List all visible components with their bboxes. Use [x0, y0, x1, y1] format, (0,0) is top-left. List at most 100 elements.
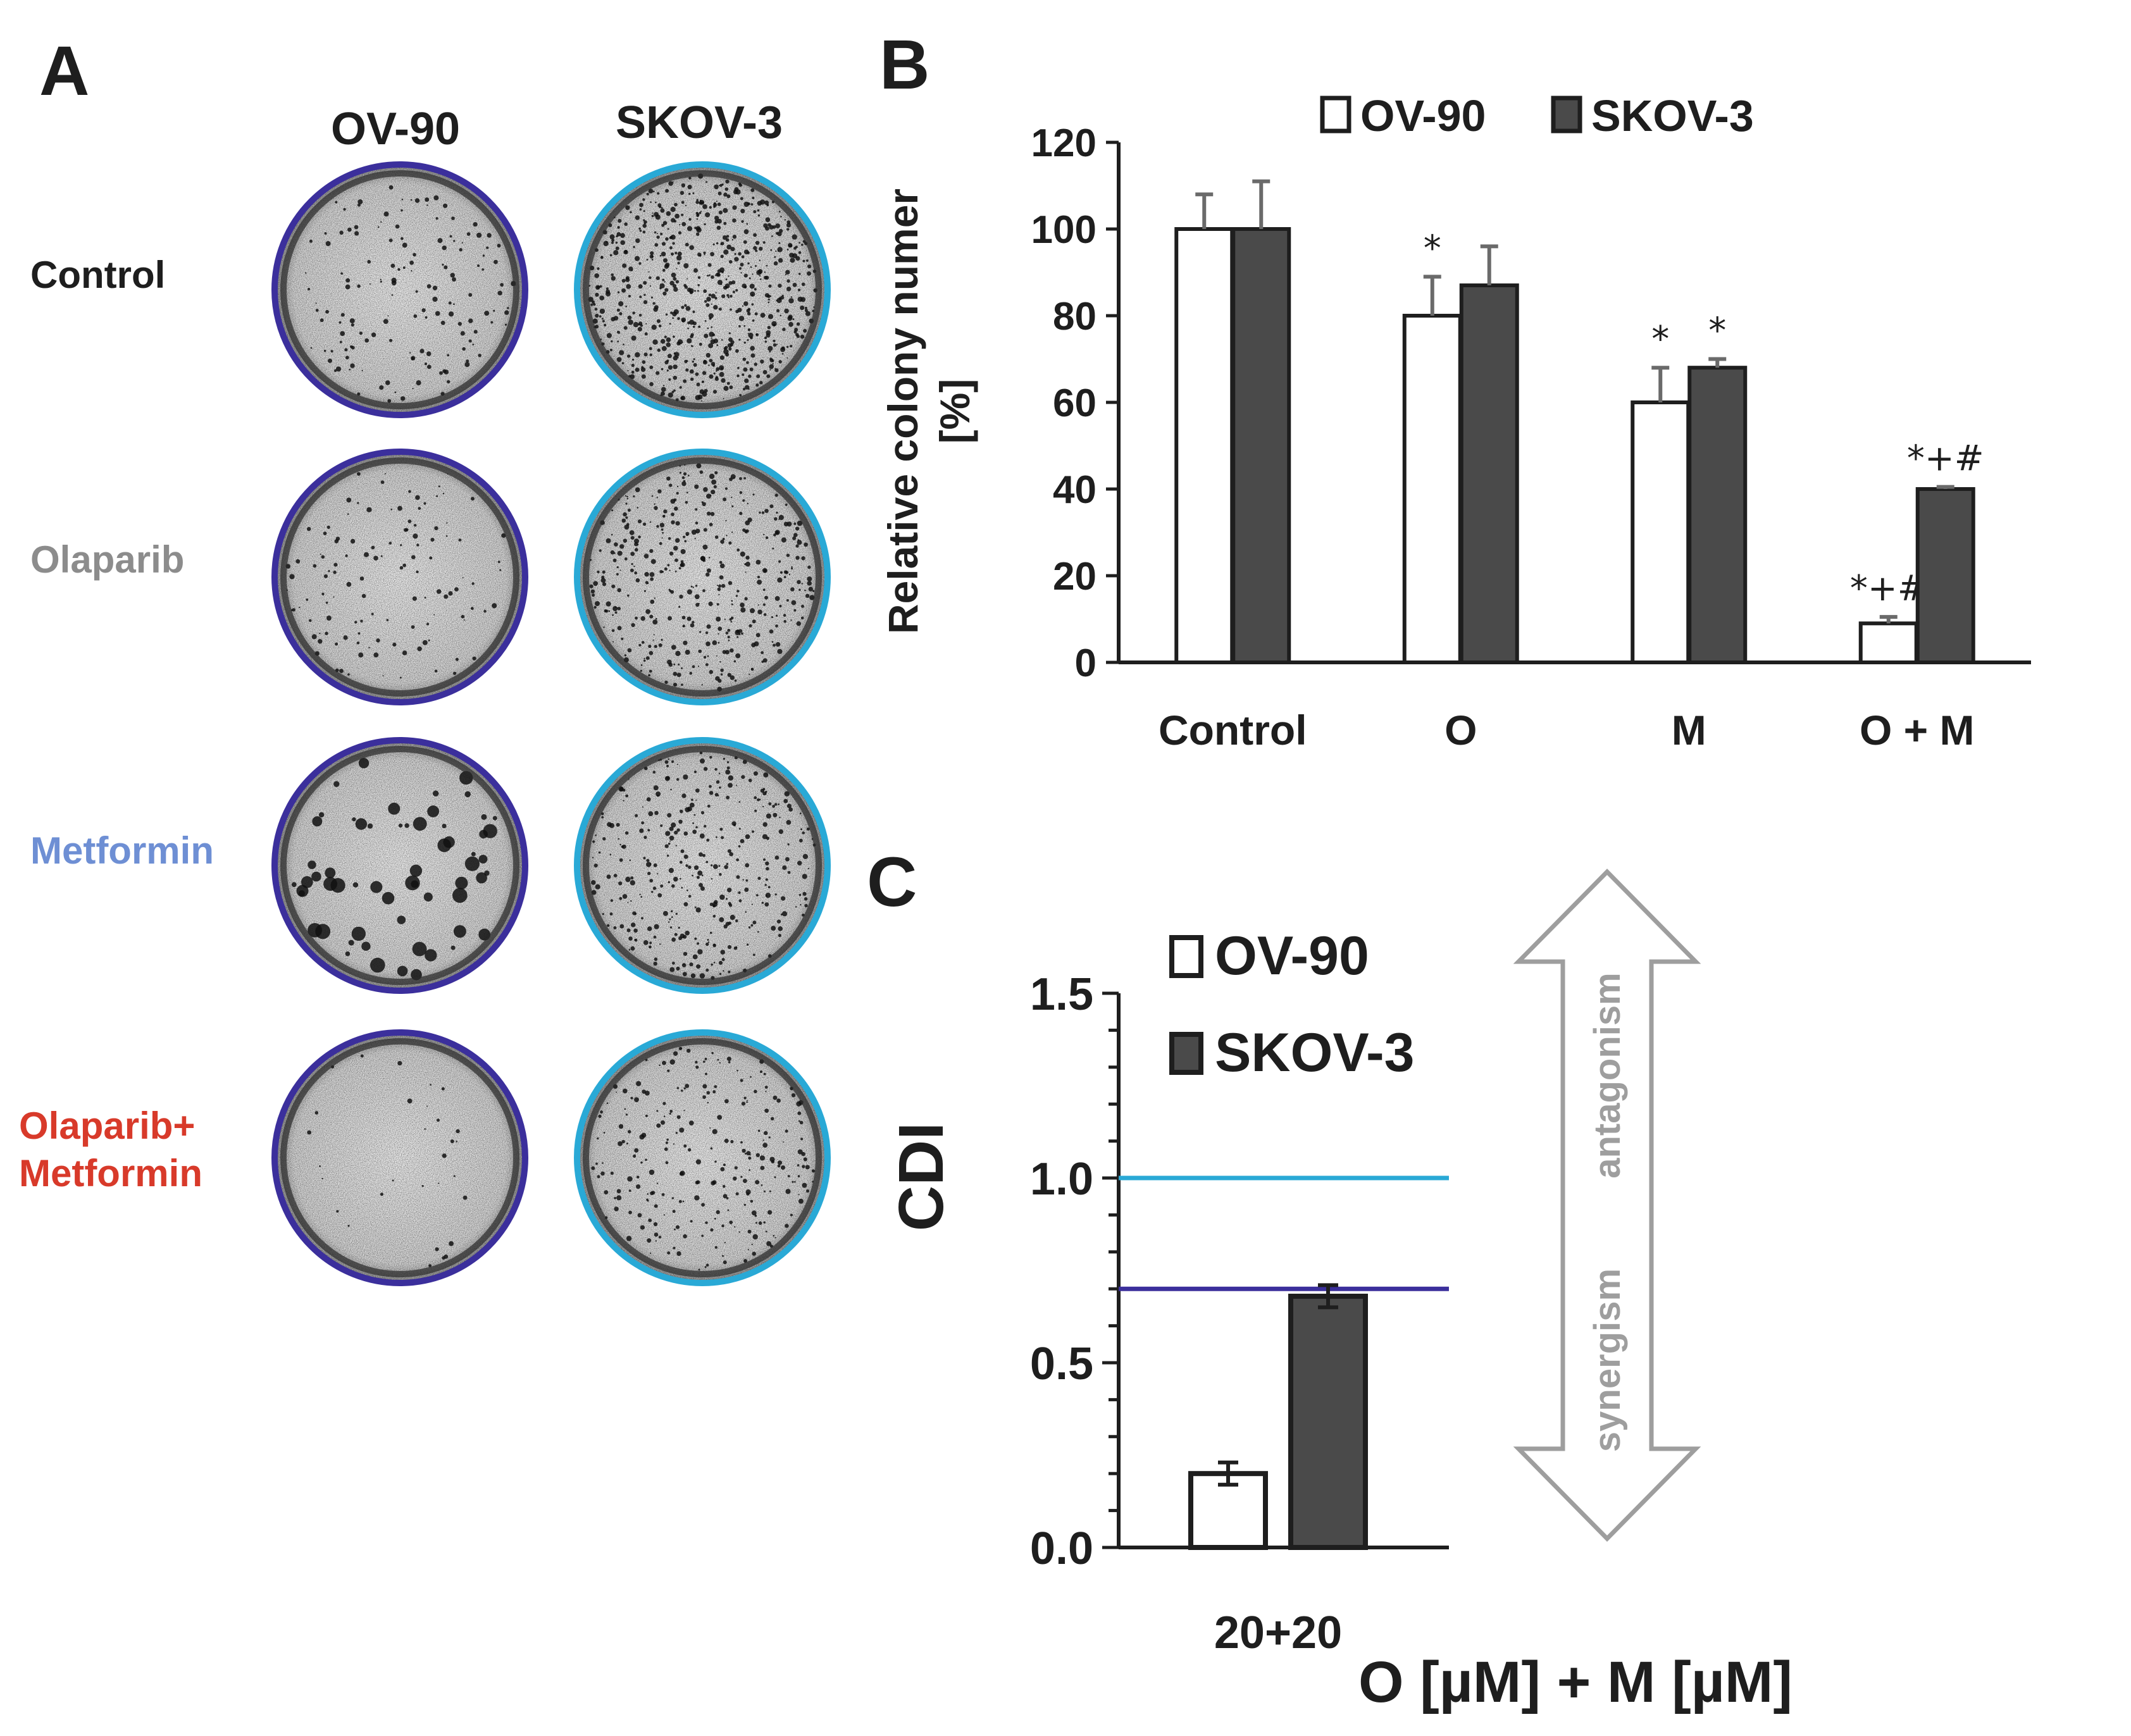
- colony-dot: [675, 912, 678, 915]
- petri-dish-olaparib-skov-3: [574, 449, 831, 705]
- colony-dot: [618, 1124, 624, 1129]
- colony-dot: [336, 1210, 339, 1213]
- colony-dot: [696, 382, 700, 387]
- colony-dot: [452, 888, 468, 903]
- panel-a: A OV-90 SKOV-3 Control Olaparib Metformi…: [19, 32, 831, 1286]
- colony-dot: [347, 673, 350, 676]
- colony-dot: [727, 343, 732, 348]
- colony-dot: [675, 1132, 678, 1134]
- colony-dot: [463, 1195, 468, 1200]
- colony-dot: [725, 631, 729, 635]
- colony-dot: [595, 601, 600, 607]
- colony-dot: [696, 463, 702, 469]
- colony-dot: [620, 240, 625, 245]
- colony-dot: [664, 844, 669, 848]
- colony-dot: [778, 360, 782, 364]
- colony-dot: [619, 569, 621, 571]
- colony-dot: [750, 667, 754, 671]
- colony-dot: [705, 1072, 707, 1076]
- colony-dot: [673, 276, 677, 281]
- colony-dot: [737, 366, 740, 369]
- colony-dot: [687, 338, 692, 344]
- colony-dot: [767, 326, 771, 330]
- colony-dot: [618, 881, 623, 886]
- colony-dot: [615, 606, 617, 609]
- colony-dot: [358, 758, 370, 769]
- colony-dot: [704, 333, 709, 338]
- colony-dot: [719, 575, 724, 580]
- colony-dot: [627, 370, 629, 371]
- colony-dot: [762, 588, 766, 592]
- colony-dot: [371, 612, 374, 616]
- colony-dot: [639, 230, 642, 232]
- colony-dot: [769, 364, 774, 369]
- colony-dot: [607, 924, 610, 927]
- colony-dot: [717, 587, 721, 592]
- colony-dot: [773, 1235, 775, 1237]
- colony-dot: [687, 327, 689, 330]
- colony-dot: [308, 287, 311, 291]
- colony-dot: [738, 252, 742, 256]
- colony-dot: [619, 924, 624, 929]
- colony-dot: [347, 513, 349, 515]
- colony-dot: [434, 669, 438, 673]
- colony-dot: [730, 616, 734, 620]
- colony-dot: [432, 296, 438, 302]
- colony-dot: [735, 288, 738, 292]
- colony-dot: [611, 317, 616, 321]
- colony-dot: [629, 530, 635, 535]
- colony-dot: [776, 309, 780, 313]
- colony-dot: [689, 319, 695, 325]
- colony-dot: [392, 642, 397, 647]
- colony-dot: [804, 903, 808, 908]
- colony-dot: [630, 536, 635, 540]
- colony-dot: [705, 1263, 709, 1267]
- colony-dot: [423, 892, 433, 902]
- colony-dot: [689, 369, 694, 374]
- colony-dot: [624, 495, 626, 497]
- colony-dot: [628, 936, 633, 941]
- colony-dot: [497, 561, 500, 563]
- colony-dot: [723, 924, 728, 929]
- colony-dot: [716, 780, 720, 784]
- colony-dot: [712, 243, 715, 245]
- colony-dot: [781, 1165, 785, 1170]
- colony-dot: [720, 254, 724, 258]
- colony-dot: [808, 586, 814, 592]
- colony-dot: [719, 872, 722, 876]
- colony-dot: [802, 1165, 805, 1169]
- colony-dot: [703, 359, 707, 363]
- colony-dot: [792, 283, 797, 287]
- colony-dot: [789, 252, 794, 258]
- colony-dot: [642, 360, 646, 364]
- colony-dot: [668, 842, 671, 845]
- colony-dot: [673, 287, 678, 292]
- colony-dot: [716, 1210, 720, 1215]
- colony-dot: [692, 310, 695, 313]
- colony-dot: [361, 369, 363, 371]
- colony-dot: [786, 554, 790, 557]
- colony-dot: [709, 374, 714, 379]
- colony-dot: [421, 1185, 424, 1187]
- colony-dot: [788, 243, 793, 248]
- colony-dot: [750, 203, 754, 206]
- colony-dot: [650, 296, 653, 299]
- colony-dot: [750, 291, 755, 297]
- colony-dot: [484, 311, 490, 316]
- colony-dot: [661, 1120, 665, 1125]
- colony-dot: [632, 311, 635, 315]
- colony-dot: [771, 926, 776, 931]
- colony-dot: [462, 577, 464, 579]
- colony-dot: [776, 344, 778, 345]
- colony-dot: [714, 767, 718, 771]
- colony-dot: [633, 928, 638, 933]
- colony-dot: [749, 673, 750, 675]
- colony-dot: [659, 283, 665, 288]
- colony-dot: [703, 767, 708, 771]
- colony-dot: [667, 1251, 671, 1255]
- colony-dot: [347, 1225, 350, 1227]
- colony-dot: [590, 589, 595, 593]
- colony-dot: [747, 339, 749, 341]
- colony-dot: [731, 505, 734, 508]
- colony-dot: [653, 785, 659, 791]
